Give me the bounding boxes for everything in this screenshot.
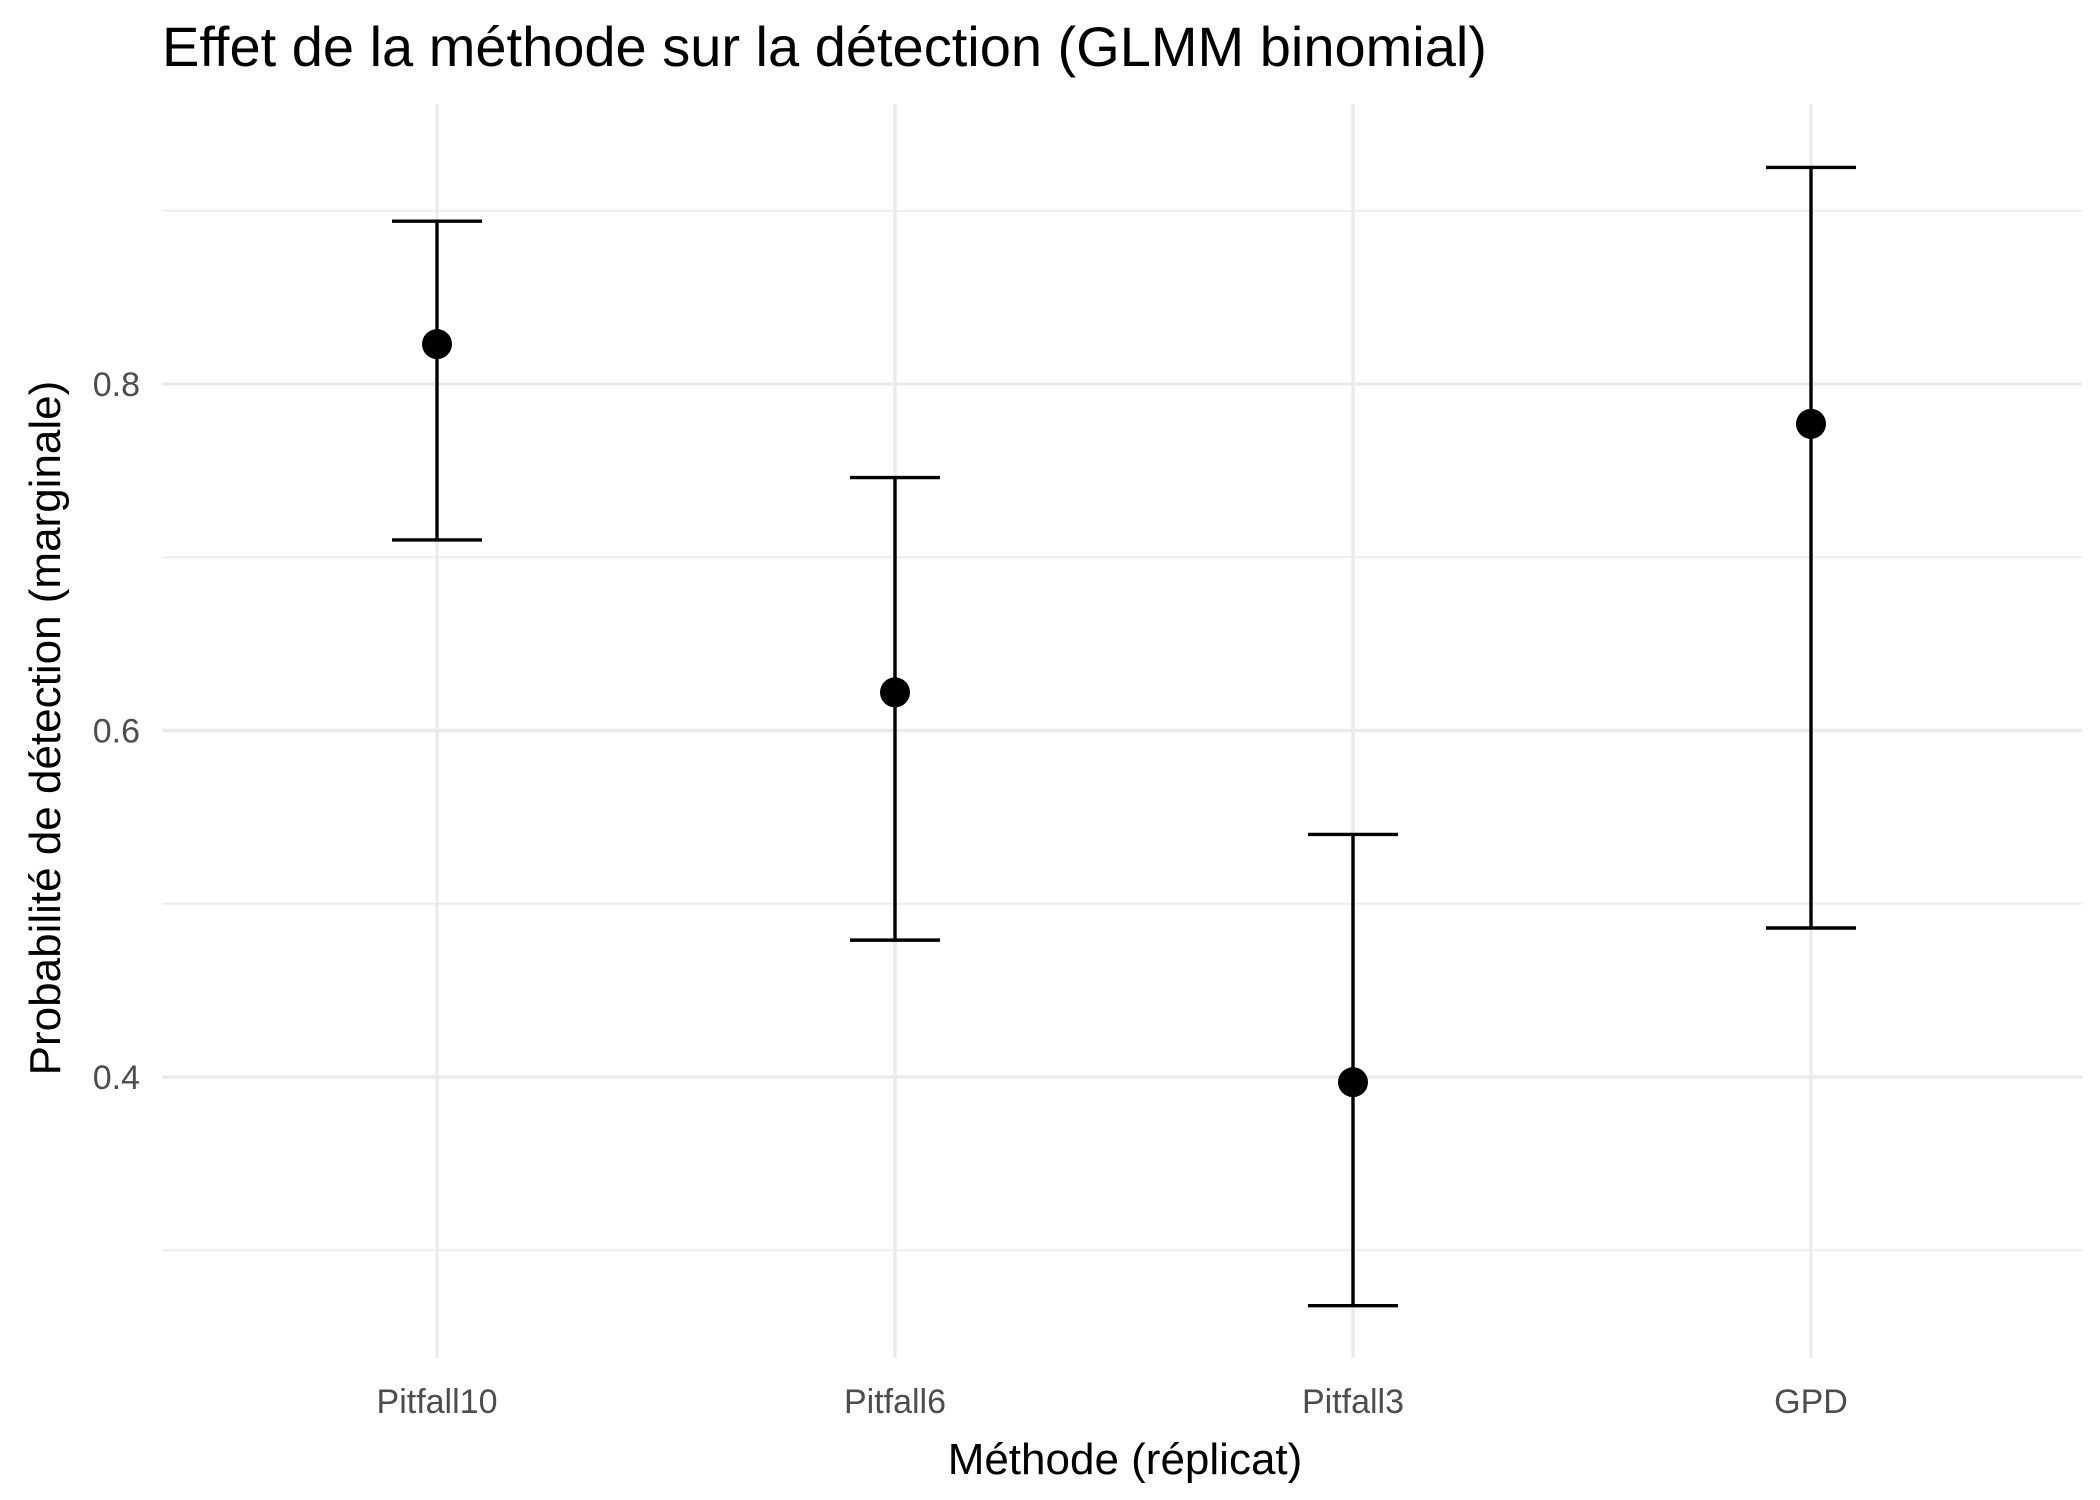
y-tick-label: 0.4 <box>93 1059 140 1097</box>
y-tick-label: 0.8 <box>93 366 140 404</box>
x-tick-label: Pitfall6 <box>844 1383 946 1421</box>
chart-title: Effet de la méthode sur la détection (GL… <box>162 15 1487 78</box>
x-tick-labels: Pitfall10 Pitfall6 Pitfall3 GPD <box>377 1383 1848 1421</box>
y-tick-labels: 0.4 0.6 0.8 <box>93 366 140 1097</box>
point-gpd <box>1796 408 1826 439</box>
x-axis-title: Méthode (réplicat) <box>948 1435 1303 1484</box>
points <box>422 329 1826 1098</box>
x-tick-label: Pitfall10 <box>377 1383 498 1421</box>
point-pitfall6 <box>880 677 910 708</box>
x-tick-label: Pitfall3 <box>1302 1383 1404 1421</box>
grid <box>162 104 2082 1358</box>
x-tick-label: GPD <box>1774 1383 1848 1421</box>
y-tick-label: 0.6 <box>93 713 140 751</box>
error-bars <box>392 165 1856 1308</box>
point-pitfall3 <box>1338 1067 1368 1098</box>
point-pitfall10 <box>422 329 452 360</box>
y-axis-title: Probabilité de détection (marginale) <box>21 381 70 1076</box>
